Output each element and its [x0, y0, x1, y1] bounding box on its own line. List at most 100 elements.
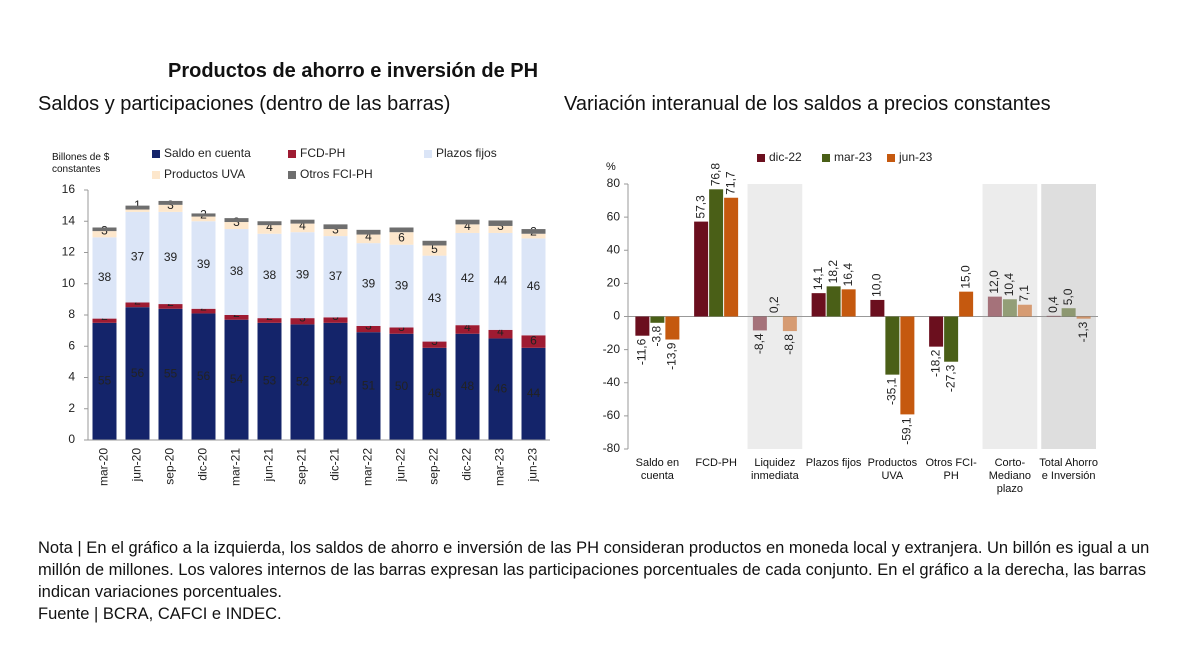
share-label: 39 [296, 267, 310, 281]
share-label: 46 [527, 279, 541, 293]
legend-swatch [152, 171, 160, 179]
value-label: 16,4 [841, 263, 855, 287]
bar [870, 299, 885, 317]
share-label: 39 [164, 250, 178, 264]
bar-segment [158, 204, 183, 212]
share-label: 39 [395, 278, 409, 292]
bar-segment [521, 229, 546, 234]
bar-segment [257, 221, 282, 226]
bar-segment [488, 225, 513, 233]
share-label: 42 [461, 271, 475, 285]
bar [1076, 316, 1091, 319]
bar-segment [389, 327, 414, 334]
legend-label: Saldo en cuenta [164, 146, 251, 160]
share-label: 4 [464, 320, 471, 334]
bar-segment [158, 211, 183, 305]
bar-segment [356, 332, 381, 440]
bar-segment [125, 211, 150, 303]
footer: Nota | En el gráfico a la izquierda, los… [38, 537, 1168, 625]
x-tick-label: mar-23 [493, 448, 507, 486]
value-label: 76,8 [708, 163, 722, 187]
bar-segment [389, 232, 414, 245]
share-label: 55 [164, 367, 178, 381]
legend-swatch [822, 154, 830, 162]
y-tick-label: 6 [68, 338, 75, 352]
bar [752, 316, 767, 331]
bar-segment [92, 237, 117, 319]
bar-segment [257, 322, 282, 440]
value-label: 15,0 [958, 265, 972, 289]
value-label: 5,0 [1061, 288, 1075, 305]
bar-segment [323, 322, 348, 440]
x-tick-label: Corto-Mediano plazo [988, 457, 1031, 495]
value-label: -18,2 [928, 349, 942, 377]
legend-swatch [887, 154, 895, 162]
value-label: 0,2 [767, 296, 781, 313]
share-label: 39 [362, 277, 376, 291]
value-label: 10,4 [1002, 273, 1016, 297]
legend-label: Productos UVA [164, 167, 245, 181]
value-label: -13,9 [665, 342, 679, 370]
bar-segment [389, 227, 414, 233]
bar [1017, 304, 1032, 317]
bar-segment [125, 307, 150, 440]
value-label: -35,1 [885, 377, 899, 405]
x-tick-label: jun-21 [262, 448, 276, 483]
x-tick-label: jun-23 [526, 448, 540, 483]
bar-segment [257, 318, 282, 323]
legend-swatch [288, 150, 296, 158]
x-tick-label: Saldo en cuenta [635, 457, 680, 482]
bar-segment [125, 209, 150, 212]
share-label: 38 [98, 270, 112, 284]
y-axis-label: Billones de $ constantes [52, 152, 110, 175]
share-label: 51 [362, 378, 376, 392]
bar-segment [290, 324, 315, 440]
y-tick-label: 8 [68, 307, 75, 321]
share-label: 37 [329, 269, 343, 283]
note: Nota | En el gráfico a la izquierda, los… [38, 539, 1150, 601]
y-tick-label: 4 [68, 370, 75, 384]
x-tick-label: sep-20 [163, 448, 177, 485]
y-tick-label: -80 [603, 441, 621, 455]
legend-label: FCD-PH [300, 146, 345, 160]
share-label: 38 [230, 264, 244, 278]
share-label: 53 [263, 374, 277, 388]
bar [929, 316, 944, 347]
share-label: 46 [428, 386, 442, 400]
legend-swatch [152, 150, 160, 158]
bar [826, 286, 841, 317]
bar-segment [455, 219, 480, 225]
x-tick-label: sep-22 [427, 448, 441, 485]
y-tick-label: 16 [62, 182, 76, 196]
x-tick-label: mar-20 [97, 448, 111, 486]
share-label: 43 [428, 291, 442, 305]
bar-segment [488, 329, 513, 339]
value-label: 12,0 [987, 270, 1001, 294]
y-tick-label: -20 [603, 342, 621, 356]
bar-segment [323, 224, 348, 230]
share-label: 6 [530, 334, 537, 348]
bar-segment [224, 229, 249, 315]
value-label: -27,3 [943, 364, 957, 392]
share-label: 44 [527, 386, 541, 400]
bar [694, 221, 709, 317]
bar [1061, 308, 1076, 317]
legend-label: dic-22 [769, 150, 802, 164]
bar-segment [356, 234, 381, 244]
value-label: -11,6 [635, 338, 649, 365]
bar-segment [521, 233, 546, 239]
bar-segment [323, 236, 348, 318]
x-tick-label: mar-22 [361, 448, 375, 486]
bar-segment [455, 333, 480, 440]
bar-segment [224, 218, 249, 223]
x-tick-label: Plazos fijos [805, 457, 862, 469]
y-tick-label: 0 [613, 309, 620, 323]
share-label: 39 [197, 257, 211, 271]
bar-segment [521, 238, 546, 336]
bar-segment [422, 240, 447, 246]
bar-segment [290, 219, 315, 224]
y-tick-label: 10 [62, 276, 76, 290]
y-tick-label: 14 [62, 213, 76, 227]
x-tick-label: sep-21 [295, 448, 309, 485]
bar-segment [257, 233, 282, 319]
